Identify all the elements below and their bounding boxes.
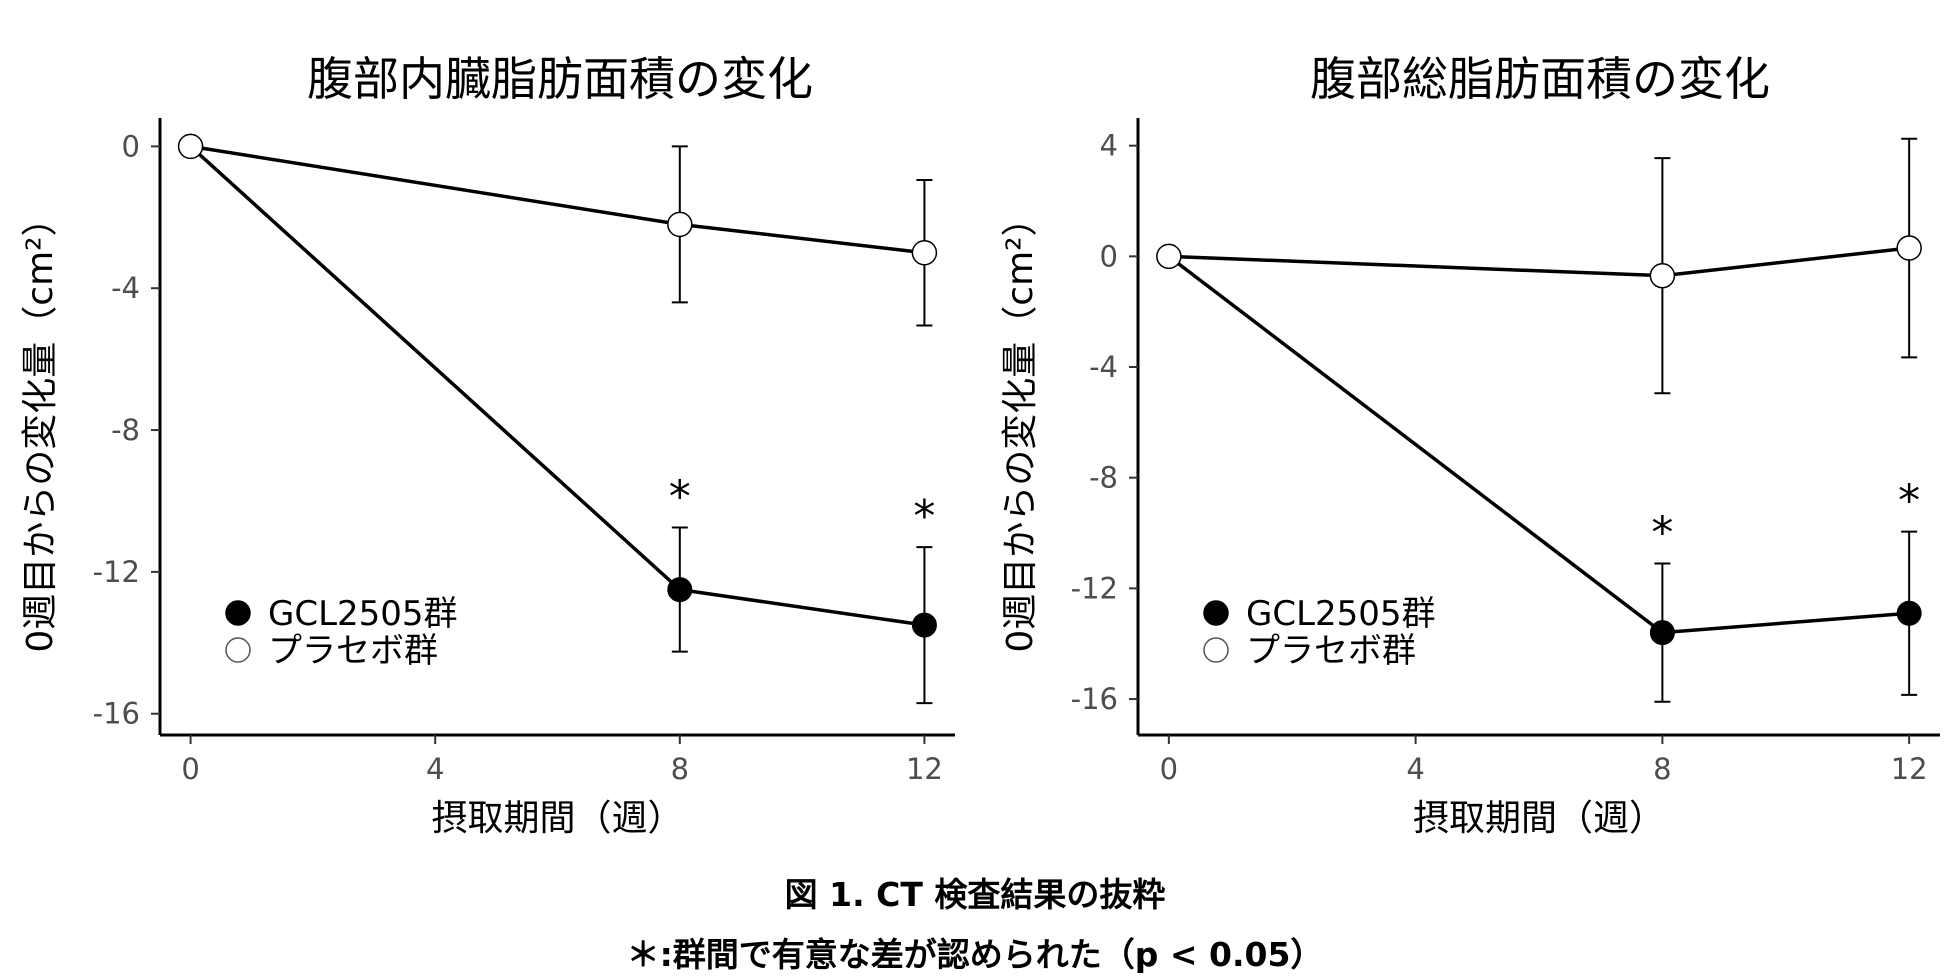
panel2-y-tick-label: -12 (1071, 571, 1118, 605)
panel1-chart-title: 腹部内臓脂肪面積の変化 (307, 52, 813, 106)
panel1-y-tick-label: -4 (111, 271, 140, 305)
panel2-x-tick-label: 8 (1653, 752, 1671, 786)
panel1-x-tick-label: 8 (671, 752, 689, 786)
panel2-significance-marker: * (1651, 507, 1673, 558)
panel1-legend-label: プラセボ群 (268, 631, 438, 671)
panel1-x-tick-label: 0 (181, 752, 199, 786)
panel1-data-point (667, 211, 693, 238)
panel2-y-tick-label: 4 (1100, 129, 1118, 163)
panel1-series-line-1 (189, 145, 925, 627)
panel2-series-line-2 (1168, 246, 1910, 278)
panel2-data-point (1649, 262, 1676, 289)
panel2-y-tick-label: -4 (1089, 350, 1118, 384)
panel1-data-point (911, 612, 937, 638)
panel2-x-tick-label: 4 (1406, 752, 1424, 786)
panel1-series-line-2 (190, 144, 925, 255)
panel1-x-tick-label: 12 (906, 752, 943, 786)
panel2-x-axis-title: 摂取期間（週） (1413, 798, 1665, 839)
panel2-y-tick-label: -8 (1089, 461, 1118, 495)
panel1-legend-marker (225, 637, 251, 663)
panel2-y-tick-label: -16 (1071, 682, 1118, 716)
panel2-data-point (1156, 243, 1182, 270)
panel2-data-point (1896, 235, 1922, 261)
panel1-data-point (911, 239, 938, 266)
panel1-significance-marker: * (913, 491, 935, 542)
panel1-x-tick-label: 4 (426, 752, 444, 786)
panel2-legend-label: プラセボ群 (1246, 631, 1416, 671)
panel2-y-axis-title: 0週目からの変化量（cm²） (1000, 200, 1041, 652)
panel1-y-tick-label: -16 (93, 697, 140, 731)
panel1-significance-marker: * (669, 472, 691, 523)
panel1-data-point (177, 133, 204, 160)
panel2-significance-marker: * (1898, 476, 1920, 527)
panel2-x-tick-label: 12 (1891, 752, 1928, 786)
panel2-y-tick-label: 0 (1100, 239, 1118, 273)
figure-caption: 図 1. CT 検査結果の抜粋 (784, 875, 1166, 914)
panel2-legend-marker (1203, 637, 1229, 663)
panel2-legend-label: GCL2505群 (1246, 594, 1436, 634)
panel2-legend-marker (1203, 600, 1229, 626)
panel1-y-tick-label: -8 (111, 413, 140, 447)
panel1-y-tick-label: -12 (93, 555, 140, 589)
panel2-series-line-1 (1167, 254, 1910, 635)
panel2-x-tick-label: 0 (1160, 752, 1178, 786)
panel1-x-axis-title: 摂取期間（週） (431, 798, 683, 839)
panel1-legend-marker (225, 600, 251, 626)
significance-note: ＊:群間で有意な差が認められた（p < 0.05） (626, 935, 1324, 974)
panel1-y-tick-label: 0 (122, 129, 140, 163)
panel2-data-point (1649, 620, 1675, 646)
panel1-data-point (667, 577, 693, 603)
panel2-data-point (1896, 600, 1922, 626)
panel2-chart-title: 腹部総脂肪面積の変化 (1310, 52, 1770, 106)
panel1-y-axis-title: 0週目からの変化量（cm²） (20, 200, 61, 652)
panel1-legend-label: GCL2505群 (268, 594, 458, 634)
